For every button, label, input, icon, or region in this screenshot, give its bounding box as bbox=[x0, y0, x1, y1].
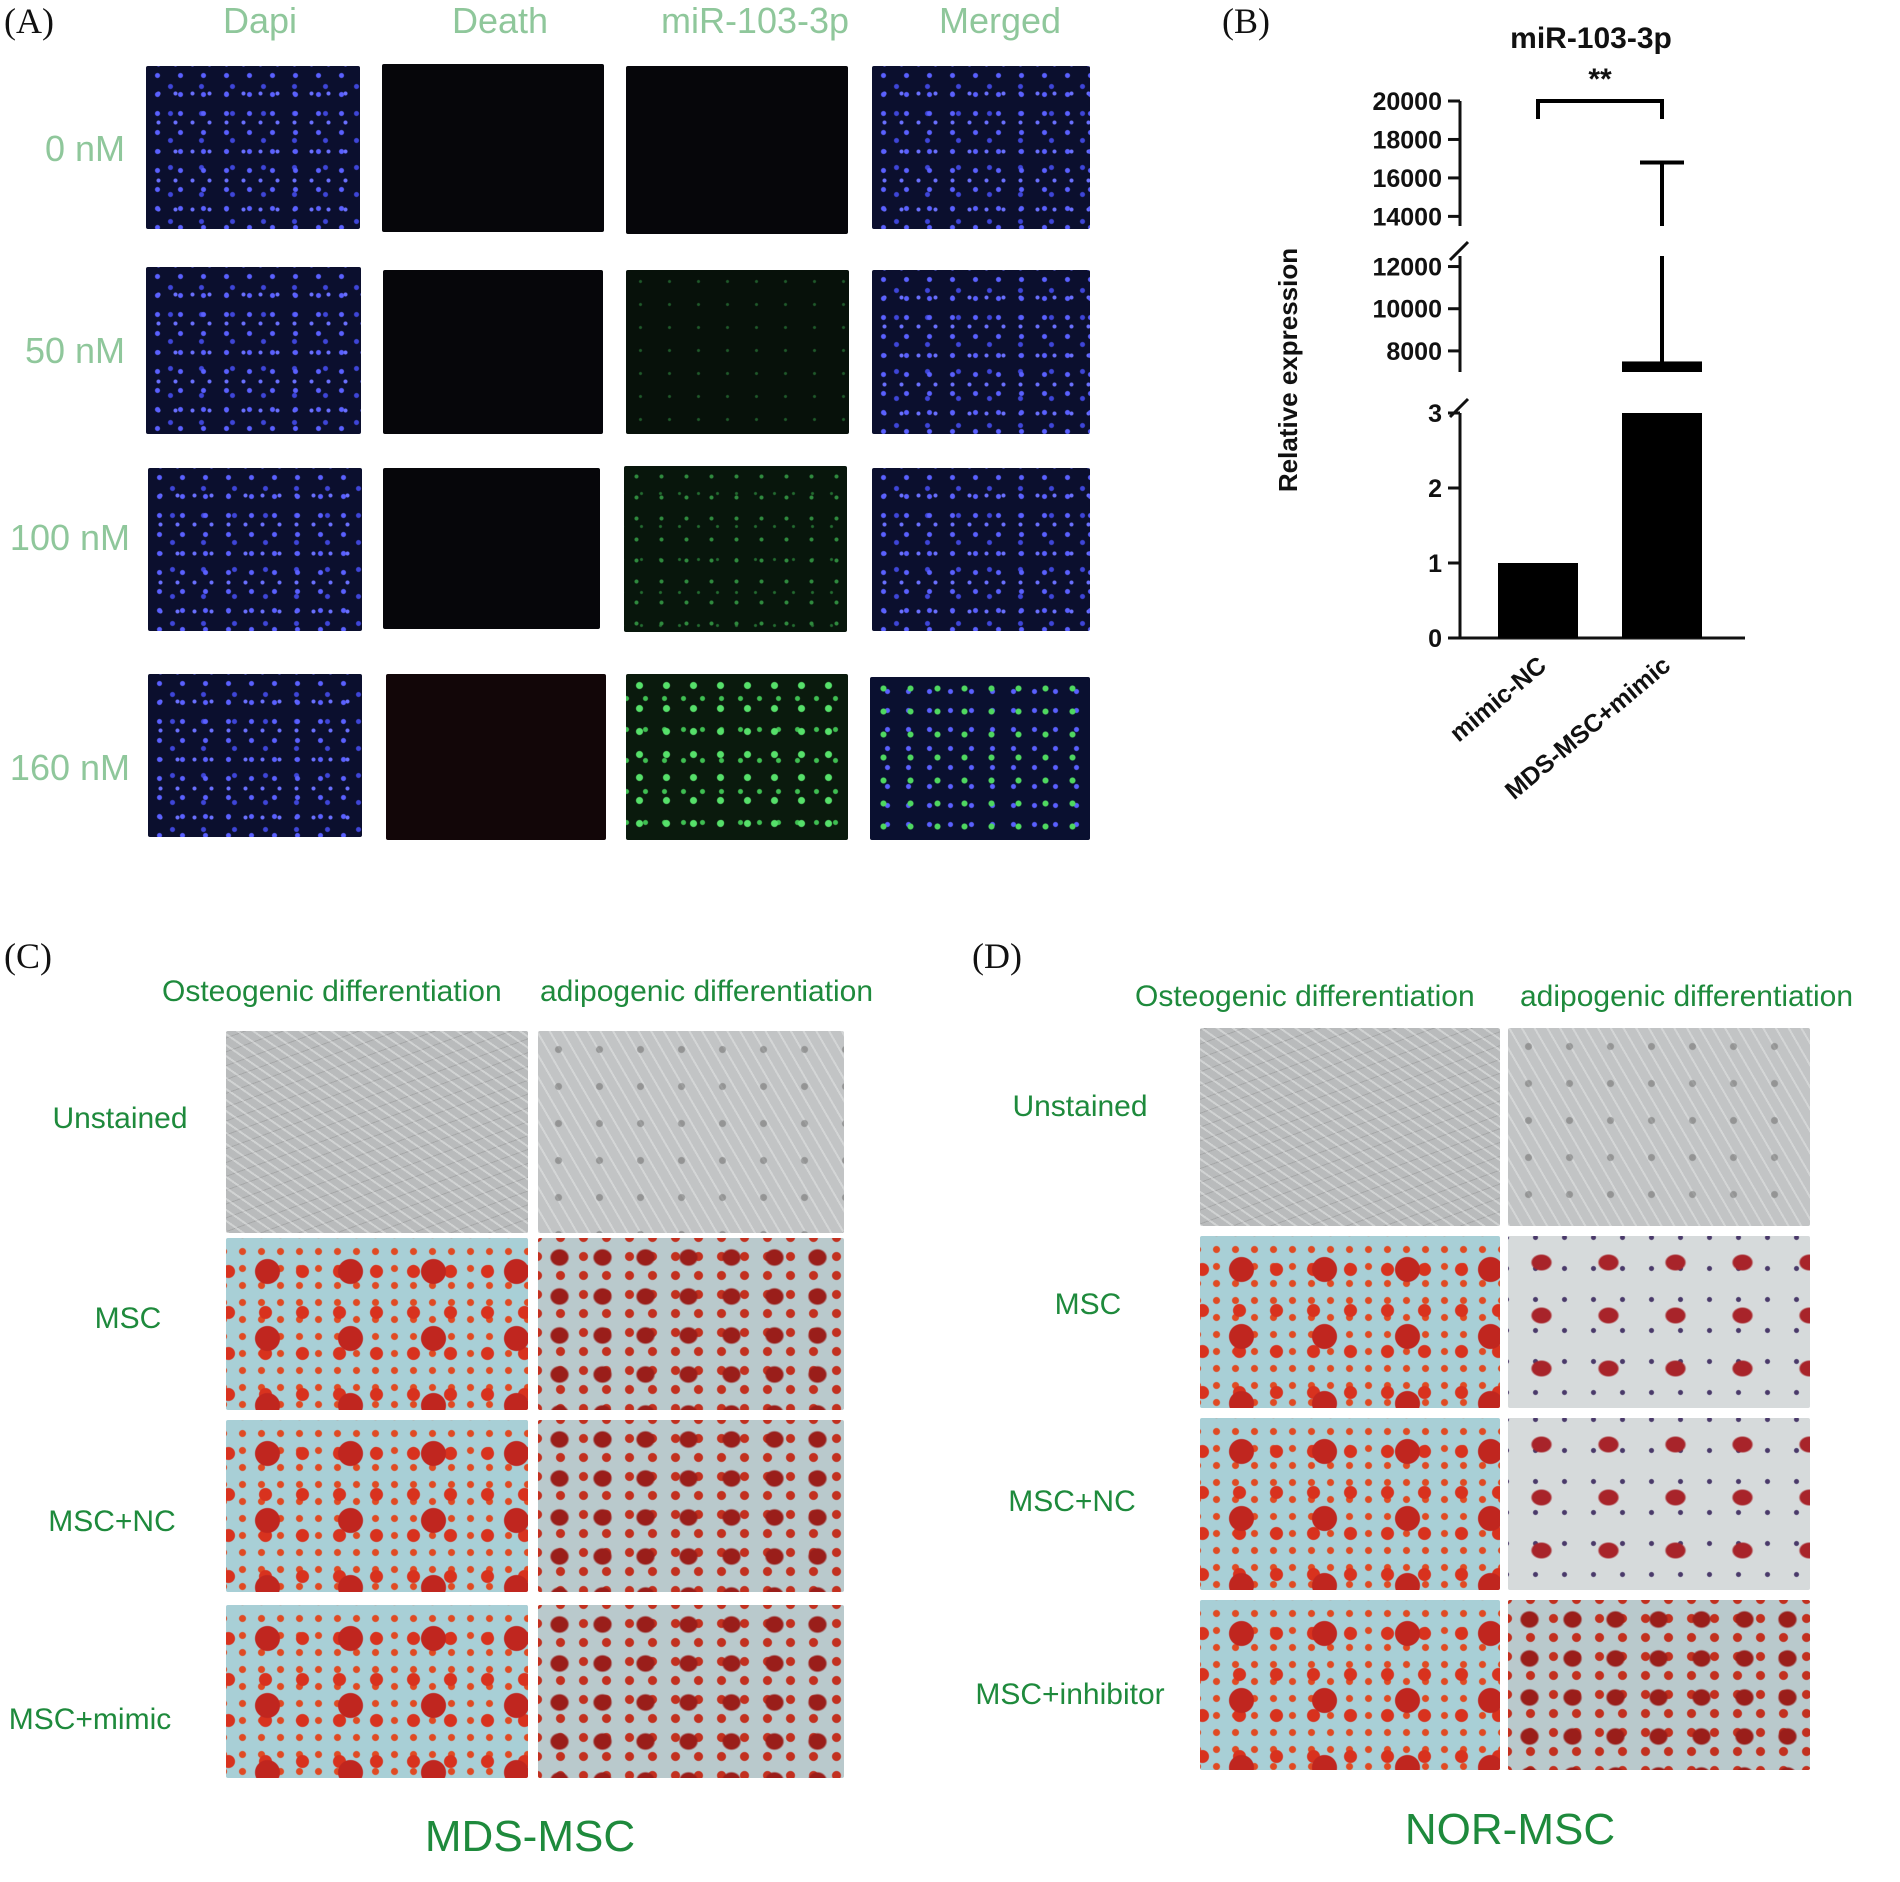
d-col-header-osteogenic: Osteogenic differentiation bbox=[1135, 980, 1475, 1013]
d-row-label-msc-nc: MSC+NC bbox=[1008, 1485, 1136, 1518]
significance-bracket bbox=[1536, 99, 1664, 119]
c-image-osteo-msc-nc bbox=[226, 1420, 528, 1592]
y-axis-label: Relative expression bbox=[1273, 248, 1303, 492]
row-label-0nm: 0 nM bbox=[44, 128, 125, 169]
row-label-50nm: 50 nM bbox=[24, 330, 125, 371]
d-image-osteo-msc-nc bbox=[1200, 1418, 1500, 1590]
d-image-adipo-msc-nc bbox=[1508, 1418, 1810, 1590]
c-image-osteo-msc-mimic bbox=[226, 1605, 528, 1778]
c-col-header-adipogenic: adipogenic differentiation bbox=[540, 975, 874, 1008]
col-header-death: Death bbox=[451, 0, 549, 41]
image-death-50nm bbox=[383, 270, 603, 434]
c-col-header-osteogenic: Osteogenic differentiation bbox=[162, 975, 502, 1008]
y-tick-label: 18000 bbox=[1372, 126, 1442, 154]
d-row-label-unstained: Unstained bbox=[1012, 1090, 1148, 1123]
d-col-header-adipogenic: adipogenic differentiation bbox=[1520, 980, 1854, 1013]
row-label-160nm: 160 nM bbox=[9, 747, 130, 788]
panel-letter-d: (D) bbox=[972, 936, 1022, 976]
d-image-adipo-msc bbox=[1508, 1236, 1810, 1408]
image-death-160nm bbox=[386, 674, 606, 840]
y-tick-label: 1 bbox=[1428, 550, 1442, 578]
c-row-label-unstained: Unstained bbox=[52, 1102, 188, 1135]
image-mir-160nm bbox=[626, 674, 848, 840]
y-tick-label: 12000 bbox=[1372, 254, 1442, 282]
image-merged-100nm bbox=[872, 468, 1090, 631]
chart-title: miR-103-3p bbox=[1510, 22, 1672, 55]
c-image-adipo-msc-nc bbox=[538, 1420, 844, 1592]
d-image-adipo-unstained bbox=[1508, 1028, 1810, 1226]
d-figure-title: NOR-MSC bbox=[1404, 1805, 1616, 1854]
c-figure-title: MDS-MSC bbox=[424, 1812, 636, 1861]
d-image-osteo-unstained bbox=[1200, 1028, 1500, 1226]
panel-letter-c: (C) bbox=[4, 936, 52, 976]
image-merged-50nm bbox=[872, 270, 1090, 434]
image-dapi-100nm bbox=[148, 468, 362, 631]
bar-segment bbox=[1622, 361, 1702, 372]
y-tick-label: 20000 bbox=[1372, 88, 1442, 116]
image-mir-0nm bbox=[626, 66, 848, 234]
c-row-label-msc: MSC bbox=[94, 1302, 162, 1335]
image-dapi-0nm bbox=[146, 66, 360, 229]
axis-break-mark bbox=[1448, 397, 1470, 419]
image-dapi-50nm bbox=[146, 267, 361, 434]
image-mir-100nm bbox=[624, 466, 847, 632]
d-row-label-msc-inhibitor: MSC+inhibitor bbox=[975, 1678, 1165, 1711]
bar-chart: miR-103-3p Relative expression 0 1 2 3 8000 1… bbox=[1273, 22, 1745, 805]
bar bbox=[1622, 413, 1702, 638]
y-tick-label: 16000 bbox=[1372, 165, 1442, 193]
d-image-adipo-msc-inhibitor bbox=[1508, 1600, 1810, 1770]
c-image-osteo-msc bbox=[226, 1238, 528, 1410]
image-death-100nm bbox=[383, 468, 600, 629]
image-mir-50nm bbox=[626, 270, 849, 434]
c-image-adipo-unstained bbox=[538, 1031, 844, 1233]
col-header-mir: miR-103-3p bbox=[660, 0, 850, 41]
col-header-dapi: Dapi bbox=[222, 0, 298, 41]
c-row-label-msc-mimic: MSC+mimic bbox=[8, 1703, 172, 1736]
image-death-0nm bbox=[382, 64, 604, 232]
axis-break-mark bbox=[1448, 240, 1470, 262]
bar bbox=[1498, 563, 1578, 638]
image-dapi-160nm bbox=[148, 674, 362, 837]
c-image-adipo-msc bbox=[538, 1238, 844, 1410]
c-image-adipo-msc-mimic bbox=[538, 1605, 844, 1778]
col-header-merged: Merged bbox=[938, 0, 1062, 41]
y-tick-label: 3 bbox=[1428, 400, 1442, 428]
c-image-osteo-unstained bbox=[226, 1031, 528, 1233]
d-image-osteo-msc bbox=[1200, 1236, 1500, 1408]
image-merged-160nm bbox=[870, 677, 1090, 840]
c-row-label-msc-nc: MSC+NC bbox=[48, 1505, 176, 1538]
panel-letter-a: (A) bbox=[4, 1, 54, 41]
panel-letter-b: (B) bbox=[1222, 1, 1270, 41]
y-tick-label: 10000 bbox=[1372, 296, 1442, 324]
y-tick-label: 14000 bbox=[1372, 203, 1442, 231]
d-row-label-msc: MSC bbox=[1054, 1288, 1122, 1321]
row-label-100nm: 100 nM bbox=[9, 517, 130, 558]
x-tick-label: mimic-NC bbox=[1444, 651, 1551, 747]
image-merged-0nm bbox=[872, 66, 1090, 229]
y-tick-label: 2 bbox=[1428, 475, 1442, 503]
d-image-osteo-msc-inhibitor bbox=[1200, 1600, 1500, 1770]
y-tick-label: 8000 bbox=[1386, 338, 1442, 366]
y-tick-label: 0 bbox=[1428, 625, 1442, 653]
significance-label: ** bbox=[1588, 63, 1612, 96]
